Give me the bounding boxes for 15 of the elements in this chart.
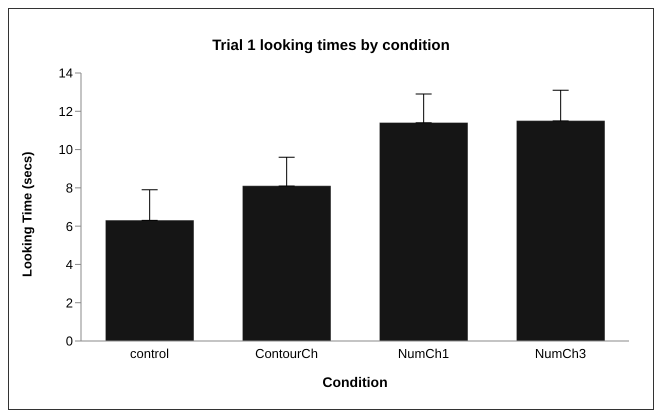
x-tick-label: ContourCh	[255, 346, 318, 362]
x-axis-title: Condition	[322, 374, 388, 390]
chart-title: Trial 1 looking times by condition	[211, 37, 451, 56]
y-tick-label: 12	[58, 104, 73, 119]
y-tick-label: 8	[66, 180, 73, 196]
x-tick-label: NumCh1	[398, 346, 450, 362]
y-tick-label: 0	[66, 334, 73, 349]
x-tick-label: control	[130, 346, 170, 362]
y-tick-label: 2	[66, 295, 73, 310]
x-tick-label: NumCh3	[534, 346, 586, 362]
y-tick-label: 14	[58, 66, 73, 81]
y-axis-title: Looking Time (secs)	[20, 152, 35, 277]
y-tick-label: 4	[66, 257, 73, 272]
y-tick-label: 6	[66, 218, 73, 234]
y-tick-label: 10	[58, 142, 73, 158]
